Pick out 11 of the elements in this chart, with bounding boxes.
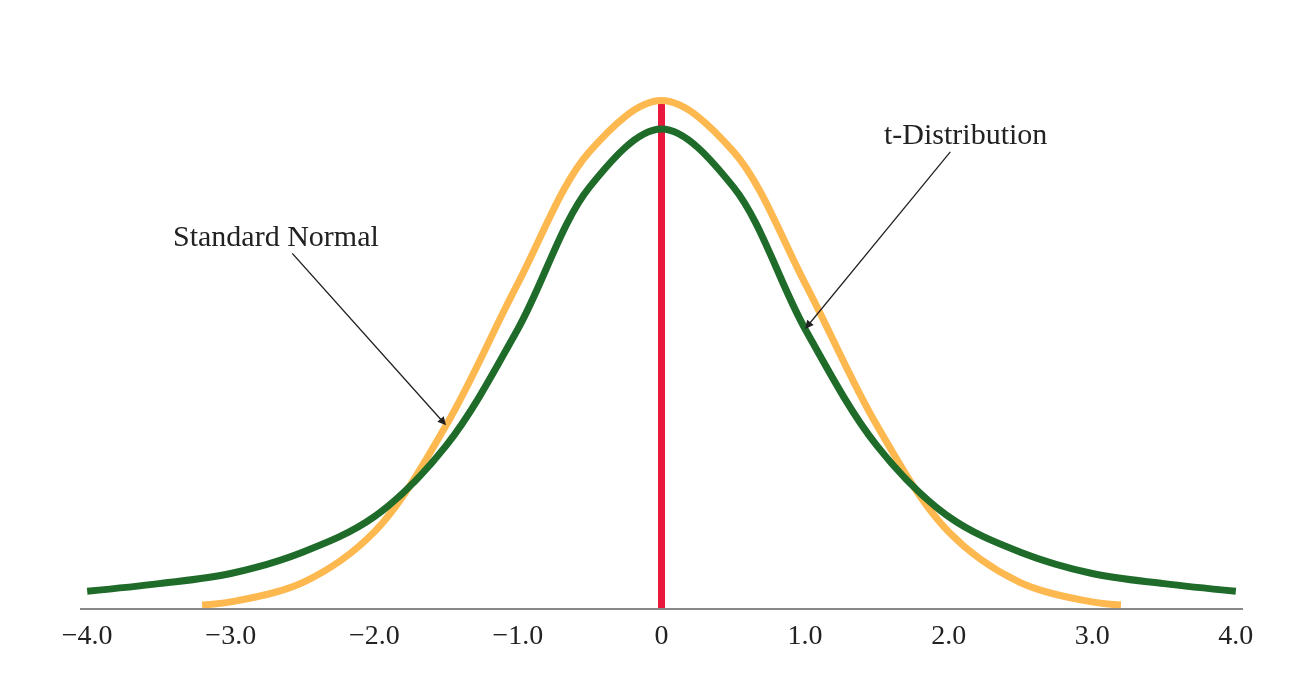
x-tick-label: 1.0 [787, 618, 823, 650]
annotation: Standard Normal [173, 219, 379, 252]
x-tick-label: −3.0 [205, 618, 257, 650]
x-tick-label: 2.0 [931, 618, 967, 650]
x-tick-label: 4.0 [1218, 618, 1254, 650]
x-tick-label: −4.0 [61, 618, 113, 650]
annotation: t-Distribution [884, 117, 1048, 150]
x-tick-label: 3.0 [1074, 618, 1110, 650]
x-tick-label: −1.0 [492, 618, 544, 650]
x-tick-label: 0 [654, 618, 669, 650]
x-tick-label: −2.0 [348, 618, 400, 650]
